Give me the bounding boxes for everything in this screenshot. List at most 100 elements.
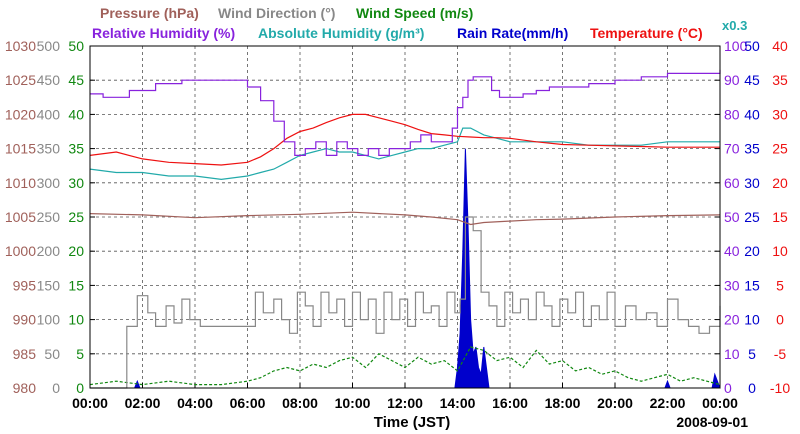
y-tick-label-pressure: 995 (13, 277, 37, 293)
series-absolute-humidity (89, 127, 720, 181)
y-tick-label-relative-humidity: 60 (724, 175, 740, 191)
series-pressure (89, 211, 721, 226)
x-tick-label: 18:00 (545, 395, 581, 411)
series-wind-direction (90, 216, 721, 389)
y-tick-label-wind-direction: 400 (37, 106, 61, 122)
y-tick-label-pressure: 985 (13, 346, 37, 362)
y-tick-label-temperature: -10 (770, 380, 790, 396)
y-tick-label-relative-humidity: 30 (724, 277, 740, 293)
y-tick-label-wind-speed: 30 (68, 175, 84, 191)
y-tick-label-pressure: 990 (13, 312, 37, 328)
y-tick-label-wind-speed: 45 (68, 72, 84, 88)
legend-wind-speed: Wind Speed (m/s) (356, 5, 473, 21)
x-tick-label: 08:00 (282, 395, 318, 411)
x-tick-label: 12:00 (387, 395, 423, 411)
y-tick-label-wind-direction: 50 (44, 346, 60, 362)
y-tick-label-pressure: 1025 (5, 72, 36, 88)
y-tick-label-wind-speed: 5 (76, 346, 84, 362)
y-tick-label-rain-rate: 45 (744, 72, 760, 88)
y-tick-label-rain-rate: 20 (744, 243, 760, 259)
x-tick-label: 10:00 (335, 395, 371, 411)
y-tick-label-relative-humidity: 20 (724, 312, 740, 328)
y-tick-label-relative-humidity: 100 (724, 38, 748, 54)
y-tick-label-temperature: 40 (772, 38, 788, 54)
x-tick-label: 02:00 (125, 395, 161, 411)
y-tick-label-relative-humidity: 10 (724, 346, 740, 362)
x-tick-label: 14:00 (440, 395, 476, 411)
y-tick-label-wind-direction: 100 (37, 312, 61, 328)
y-tick-label-rain-rate: 40 (744, 106, 760, 122)
y-tick-label-wind-speed: 50 (68, 38, 84, 54)
x-tick-label: 06:00 (230, 395, 266, 411)
y-tick-label-pressure: 1015 (5, 141, 36, 157)
series-temperature (89, 113, 720, 166)
y-tick-label-wind-direction: 500 (37, 38, 61, 54)
y-tick-label-temperature: 30 (772, 106, 788, 122)
series-layer (89, 69, 721, 389)
y-tick-label-temperature: 0 (776, 312, 784, 328)
series-wind-speed (89, 346, 721, 386)
legend-temperature: Temperature (°C) (590, 25, 703, 41)
y-tick-label-rain-rate: 5 (748, 346, 756, 362)
y-tick-label-pressure: 980 (13, 380, 37, 396)
y-tick-label-pressure: 1020 (5, 106, 36, 122)
legend-abs-humidity-scale: x0.3 (722, 18, 747, 33)
y-tick-label-wind-direction: 450 (37, 72, 61, 88)
y-tick-label-rain-rate: 35 (744, 141, 760, 157)
y-tick-label-temperature: 35 (772, 72, 788, 88)
x-tick-label: 16:00 (492, 395, 528, 411)
x-tick-label: 20:00 (597, 395, 633, 411)
y-tick-label-temperature: 25 (772, 141, 788, 157)
x-tick-label: 00:00 (702, 395, 738, 411)
legend-relative-humidity: Relative Humidity (%) (92, 25, 235, 41)
y-tick-label-relative-humidity: 90 (724, 72, 740, 88)
date-label: 2008-09-01 (676, 414, 748, 430)
y-tick-label-relative-humidity: 0 (724, 380, 732, 396)
x-tick-label: 00:00 (72, 395, 108, 411)
y-tick-label-wind-speed: 20 (68, 243, 84, 259)
y-tick-label-pressure: 1010 (5, 175, 36, 191)
y-tick-label-relative-humidity: 70 (724, 141, 740, 157)
y-tick-label-wind-speed: 15 (68, 277, 84, 293)
y-tick-label-relative-humidity: 80 (724, 106, 740, 122)
legend-pressure: Pressure (hPa) (100, 5, 199, 21)
y-tick-label-wind-direction: 250 (37, 209, 61, 225)
y-tick-label-temperature: 15 (772, 209, 788, 225)
y-tick-label-wind-direction: 350 (37, 141, 61, 157)
series-relative-humidity (90, 69, 721, 156)
y-tick-label-temperature: 5 (776, 277, 784, 293)
x-tick-label: 04:00 (177, 395, 213, 411)
y-tick-label-rain-rate: 50 (744, 38, 760, 54)
y-tick-label-rain-rate: 30 (744, 175, 760, 191)
y-tick-label-relative-humidity: 50 (724, 209, 740, 225)
plot-frame (89, 45, 721, 389)
y-tick-label-wind-direction: 300 (37, 175, 61, 191)
y-tick-label-temperature: 10 (772, 243, 788, 259)
y-tick-label-pressure: 1030 (5, 38, 36, 54)
y-tick-label-pressure: 1000 (5, 243, 36, 259)
legend-wind-direction: Wind Direction (°) (218, 5, 335, 21)
y-tick-label-rain-rate: 25 (744, 209, 760, 225)
y-tick-label-wind-speed: 35 (68, 141, 84, 157)
axes: 9809859909951000100510101015102010251030… (5, 38, 790, 411)
x-axis-label: Time (JST) (374, 414, 450, 431)
y-tick-label-wind-speed: 10 (68, 312, 84, 328)
y-tick-label-rain-rate: 15 (744, 277, 760, 293)
y-tick-label-wind-direction: 150 (37, 277, 61, 293)
legend-rain-rate: Rain Rate(mm/h) (457, 25, 568, 41)
x-tick-label: 22:00 (650, 395, 686, 411)
y-tick-label-wind-direction: 0 (52, 380, 60, 396)
legend: Pressure (hPa) Wind Direction (°) Wind S… (92, 5, 747, 41)
grid (90, 46, 720, 388)
legend-absolute-humidity: Absolute Humidity (g/m³) (258, 25, 424, 41)
y-tick-label-wind-speed: 40 (68, 106, 84, 122)
y-tick-label-wind-speed: 0 (76, 380, 84, 396)
y-tick-label-wind-direction: 200 (37, 243, 61, 259)
y-tick-label-temperature: -5 (774, 346, 787, 362)
y-tick-label-rain-rate: 10 (744, 312, 760, 328)
y-tick-label-wind-speed: 25 (68, 209, 84, 225)
y-tick-label-rain-rate: 0 (748, 380, 756, 396)
y-tick-label-temperature: 20 (772, 175, 788, 191)
y-tick-label-relative-humidity: 40 (724, 243, 740, 259)
